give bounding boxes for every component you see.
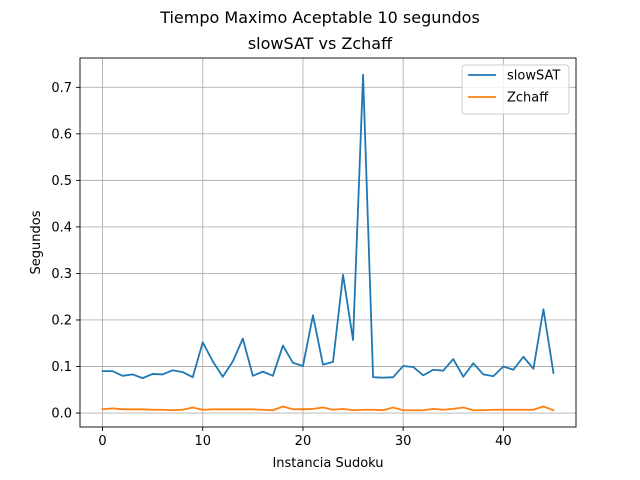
y-tick-label: 0.2 [51,313,72,328]
y-tick-label: 0.6 [51,127,72,142]
x-tick-label: 40 [495,434,512,449]
series-line-zchaff [101,405,555,412]
chart-title-line-2: slowSAT vs Zchaff [248,34,393,53]
chart-title-line-1: Tiempo Maximo Aceptable 10 segundos [159,8,480,27]
legend-box [461,64,570,115]
series-line-slowsat [101,73,555,380]
y-axis-label: Segundos [29,210,44,274]
x-axis-label: Instancia Sudoku [272,456,383,471]
y-tick-label: 0.3 [51,267,72,282]
y-tick-label: 0.0 [51,407,72,422]
legend-label-zchaff: Zchaff [507,91,549,106]
y-tick-label: 0.5 [51,174,72,189]
y-tick-label: 0.1 [51,360,72,375]
grid [80,58,576,427]
x-tick-label: 10 [194,434,211,449]
x-tick-label: 0 [98,434,106,449]
x-tick-label: 30 [395,434,412,449]
y-tick-label: 0.4 [51,220,72,235]
axis-ticks: 0 10 20 30 40 0.0 0.1 0.2 0.3 0.4 0.5 0.6 0.7 [51,81,511,449]
x-tick-label: 20 [295,434,312,449]
series [101,73,555,412]
legend: slowSAT Zchaff [461,64,570,115]
legend-label-slowsat: slowSAT [507,69,560,84]
y-tick-label: 0.7 [51,81,72,96]
plot-area-frame [79,57,577,428]
